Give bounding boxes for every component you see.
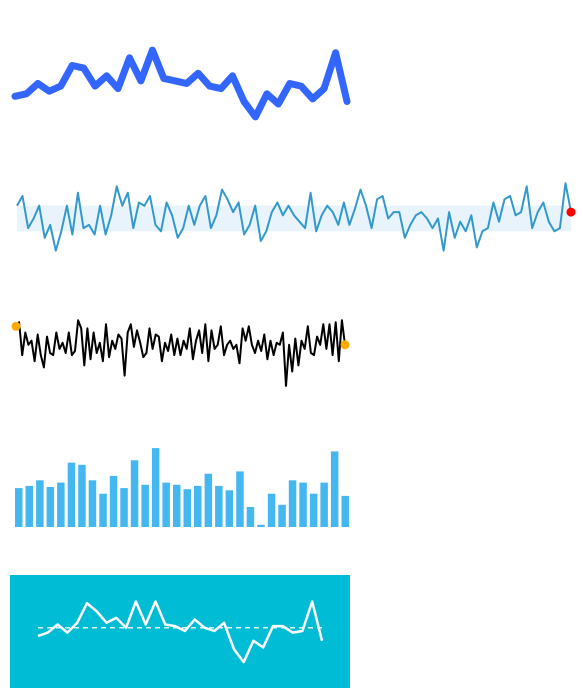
bar-2 [25, 485, 33, 527]
bar-26 [278, 504, 286, 527]
bar-24 [257, 524, 265, 527]
series-line [37, 600, 324, 664]
series-line [15, 319, 346, 387]
bar-17 [183, 489, 191, 527]
bar-22 [236, 471, 244, 527]
bar-27 [288, 480, 297, 527]
bar-6 [67, 462, 76, 527]
bar-23 [246, 507, 255, 527]
bar-25 [267, 493, 276, 527]
bar-13 [141, 484, 149, 527]
bar-28 [299, 482, 307, 527]
bar-10 [109, 475, 118, 527]
sparkline-3-black-line-with-end-markers [11, 319, 350, 387]
sparkline-5-line-on-cyan-background [10, 575, 350, 688]
sparkline-2-line-with-band [16, 182, 576, 252]
bar-31 [330, 451, 339, 527]
sparkline-4-bar-chart [15, 448, 349, 527]
bar-11 [120, 488, 128, 527]
sparkline-1-bold-blue-line [11, 46, 351, 121]
bar-5 [57, 482, 65, 527]
bar-3 [36, 480, 44, 527]
bar-4 [46, 487, 55, 527]
bar-12 [130, 460, 139, 527]
series-line [16, 182, 572, 252]
bar-16 [173, 484, 181, 527]
bar-8 [88, 480, 97, 527]
last-value-marker [566, 207, 576, 217]
bar-19 [204, 473, 213, 527]
bar-20 [215, 485, 223, 527]
bar-21 [225, 490, 234, 527]
series-line [11, 46, 351, 121]
last-value-marker [340, 340, 350, 350]
bar-30 [320, 482, 328, 527]
bar-14 [151, 448, 160, 527]
bar-7 [78, 464, 86, 527]
bar-15 [162, 482, 170, 527]
bar-29 [309, 493, 318, 527]
bar-32 [341, 495, 349, 527]
bar-18 [194, 485, 202, 527]
bar-9 [99, 493, 107, 527]
bar-1 [15, 488, 23, 527]
first-value-marker [11, 321, 21, 331]
